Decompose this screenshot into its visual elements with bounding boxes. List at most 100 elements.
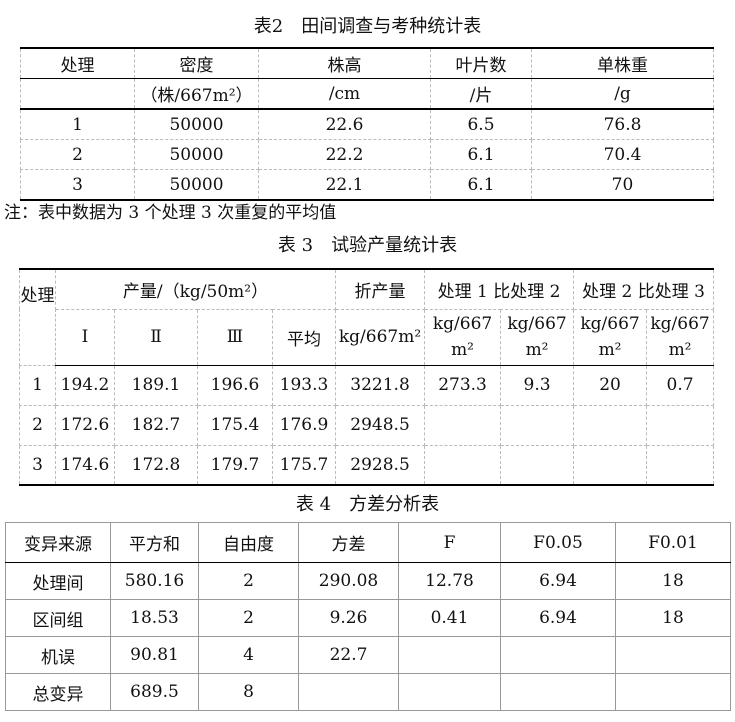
column-subheader: kg/667 m² <box>424 308 502 366</box>
table-cell: 194.2 <box>55 364 115 406</box>
column-header: 变异来源 <box>5 522 111 563</box>
table-cell: 3 <box>20 169 135 201</box>
column-subheader: kg/667 m² <box>646 308 715 366</box>
table-cell: 9.26 <box>298 599 399 637</box>
column-subheader: Ⅰ <box>55 308 115 366</box>
table-cell <box>398 636 501 674</box>
table-cell: 机误 <box>5 636 111 674</box>
table-cell: 2948.5 <box>335 404 426 446</box>
column-header: 密度 <box>134 47 259 79</box>
column-subheader: kg/667 m² <box>573 308 648 366</box>
table-cell: 689.5 <box>110 673 199 711</box>
table-cell: 6.94 <box>500 562 616 600</box>
table-cell: 8 <box>198 673 299 711</box>
table-cell <box>573 404 648 446</box>
table-cell: 175.7 <box>271 444 337 486</box>
table-cell: 175.4 <box>197 404 273 446</box>
table-cell: 6.5 <box>430 108 532 140</box>
column-header: 株高 <box>258 47 431 79</box>
table-cell <box>298 673 399 711</box>
table-cell: 18.53 <box>110 599 199 637</box>
column-header: 处理 <box>20 47 135 79</box>
table-cell: 0.41 <box>398 599 501 637</box>
table-row: 1 50000 22.6 6.5 76.8 <box>20 108 714 140</box>
table-cell: 18 <box>615 599 731 637</box>
column-unit: /片 <box>430 78 532 110</box>
table-cell: 18 <box>615 562 731 600</box>
table3-title: 表 3 试验产量统计表 <box>277 235 458 256</box>
table-cell: 196.6 <box>197 364 273 406</box>
table-cell: 处理间 <box>5 562 111 600</box>
table-cell: 172.6 <box>55 404 115 446</box>
field-survey-table: 处理 密度 株高 叶片数 单株重 （株/667m²）/cm/片/g 1 50000 22.6… <box>20 47 714 201</box>
table-cell: 22.7 <box>298 636 399 674</box>
table-cell: 179.7 <box>197 444 273 486</box>
table-cell: 273.3 <box>424 364 502 406</box>
table-cell: 50000 <box>134 139 259 170</box>
table-cell <box>500 636 616 674</box>
header-treatment: 处理 <box>19 268 56 366</box>
table-cell <box>646 444 715 486</box>
table-row: 机误 90.81 4 22.7 <box>5 636 731 674</box>
table-row: 1 194.2 189.1 196.6 193.3 3221.8 273.3 9.3 20 0.7 <box>19 364 715 406</box>
table-cell: 2928.5 <box>335 444 426 486</box>
table-cell: 1 <box>20 108 135 140</box>
table-cell: 6.94 <box>500 599 616 637</box>
table-cell <box>615 636 731 674</box>
table-cell <box>573 444 648 486</box>
table-cell: 3221.8 <box>335 364 426 406</box>
table-row: 3 174.6 172.8 179.7 175.7 2928.5 <box>19 444 715 486</box>
table-cell <box>500 444 575 486</box>
column-header: 叶片数 <box>430 47 532 79</box>
column-header: 自由度 <box>198 522 299 563</box>
table-cell: 70 <box>531 169 714 201</box>
header-2-vs-3: 处理 2 比处理 3 <box>573 268 715 310</box>
table-cell: 182.7 <box>114 404 198 446</box>
column-subheader: Ⅱ <box>114 308 198 366</box>
column-subheader: Ⅲ <box>197 308 273 366</box>
table-cell: 50000 <box>134 169 259 201</box>
header-yield: 产量/（kg/50m²） <box>54 268 337 310</box>
anova-table: 变异来源 平方和 自由度 方差 F F0.05 F0.01 处理间 580.16 2 290.08… <box>5 522 731 711</box>
column-subheader: kg/667 m² <box>500 308 575 366</box>
table-row: 总变异 689.5 8 <box>5 673 731 711</box>
table-cell: 总变异 <box>5 673 111 711</box>
column-header: F0.05 <box>500 522 616 563</box>
column-subheader: 平均 <box>271 308 337 366</box>
table-cell: 2 <box>19 404 56 446</box>
table-row: 3 50000 22.1 6.1 70 <box>20 169 714 201</box>
table-cell <box>500 673 616 711</box>
table-cell: 50000 <box>134 108 259 140</box>
table-row: 区间组 18.53 2 9.26 0.41 6.94 18 <box>5 599 731 637</box>
table-cell: 580.16 <box>110 562 199 600</box>
table-cell: 22.1 <box>258 169 431 201</box>
column-header: F0.01 <box>615 522 731 563</box>
table-cell: 6.1 <box>430 169 532 201</box>
table-cell <box>615 673 731 711</box>
table-cell: 176.9 <box>271 404 337 446</box>
table-row: 处理间 580.16 2 290.08 12.78 6.94 18 <box>5 562 731 600</box>
table2-note: 注：表中数据为 3 个处理 3 次重复的平均值 <box>4 203 337 223</box>
table-cell: 70.4 <box>531 139 714 170</box>
table-cell: 3 <box>19 444 56 486</box>
column-header: F <box>398 522 501 563</box>
table-cell: 174.6 <box>55 444 115 486</box>
table-cell: 290.08 <box>298 562 399 600</box>
column-unit <box>20 78 135 110</box>
table-cell: 2 <box>198 599 299 637</box>
table-cell: 22.6 <box>258 108 431 140</box>
table-cell: 20 <box>573 364 648 406</box>
table-cell: 76.8 <box>531 108 714 140</box>
table-cell: 4 <box>198 636 299 674</box>
table-cell <box>646 404 715 446</box>
column-header: 单株重 <box>531 47 714 79</box>
table-cell: 2 <box>20 139 135 170</box>
table2-title: 表2 田间调查与考种统计表 <box>253 16 482 37</box>
table-cell: 区间组 <box>5 599 111 637</box>
table-cell: 2 <box>198 562 299 600</box>
table-row: 2 50000 22.2 6.1 70.4 <box>20 139 714 170</box>
table-cell: 189.1 <box>114 364 198 406</box>
table-cell: 22.2 <box>258 139 431 170</box>
column-unit: /cm <box>258 78 431 110</box>
column-unit: （株/667m²） <box>134 78 259 110</box>
